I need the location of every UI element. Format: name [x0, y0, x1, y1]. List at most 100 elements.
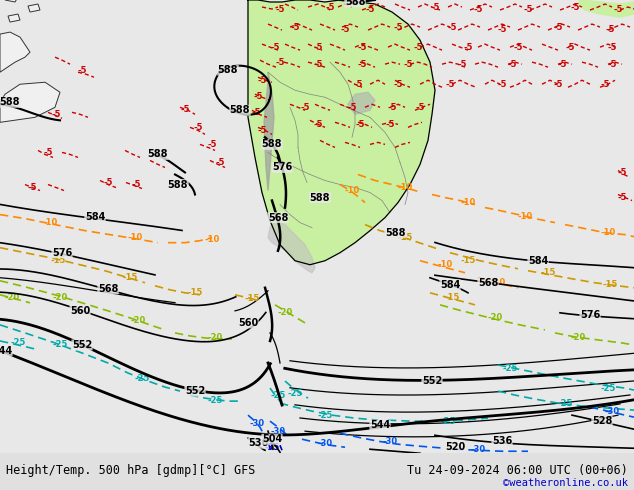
Text: 576: 576 [52, 248, 72, 258]
Text: 568: 568 [478, 278, 498, 288]
Text: 552: 552 [185, 386, 205, 396]
Text: -5: -5 [340, 24, 350, 34]
Text: -5: -5 [257, 126, 267, 135]
Text: -5: -5 [618, 193, 627, 202]
Text: -5: -5 [180, 105, 190, 114]
Text: -5: -5 [257, 76, 267, 85]
Text: -5: -5 [497, 24, 507, 34]
Text: -15: -15 [187, 288, 203, 297]
Text: -25: -25 [10, 339, 26, 347]
Text: -5: -5 [393, 80, 403, 89]
Text: -5: -5 [365, 4, 375, 14]
Text: -20: -20 [278, 308, 293, 318]
Text: 584: 584 [528, 256, 548, 266]
Text: -5: -5 [463, 43, 473, 51]
Text: 588: 588 [385, 228, 405, 238]
Text: -5: -5 [275, 58, 285, 67]
Text: -20: -20 [488, 314, 503, 322]
Text: -15: -15 [444, 294, 460, 302]
Text: -10: -10 [42, 218, 58, 227]
Text: -5: -5 [523, 4, 533, 14]
Text: -10: -10 [398, 183, 413, 192]
Text: -25: -25 [557, 398, 573, 408]
Text: 552: 552 [72, 340, 92, 350]
Text: -5: -5 [313, 120, 323, 129]
Text: -5: -5 [27, 183, 37, 192]
Polygon shape [0, 32, 30, 72]
Text: -5: -5 [275, 4, 285, 14]
Text: -5: -5 [553, 23, 563, 31]
Text: -5: -5 [605, 24, 615, 34]
Text: 560: 560 [238, 318, 258, 328]
Text: -15: -15 [50, 256, 66, 265]
Text: -25: -25 [270, 391, 286, 399]
Text: -30: -30 [271, 427, 285, 436]
Text: 576: 576 [272, 163, 292, 172]
Text: 504: 504 [262, 434, 282, 444]
Text: 544: 544 [0, 346, 12, 356]
Text: -5: -5 [600, 80, 610, 89]
Text: -10: -10 [460, 198, 476, 207]
Text: 588: 588 [168, 179, 188, 190]
Text: -5: -5 [415, 103, 425, 112]
Text: ©weatheronline.co.uk: ©weatheronline.co.uk [503, 478, 628, 488]
Text: -5: -5 [457, 60, 467, 69]
Polygon shape [268, 220, 315, 273]
Text: -10: -10 [344, 186, 359, 195]
Text: -5: -5 [131, 180, 141, 189]
Text: -5: -5 [553, 80, 563, 89]
Text: -5: -5 [430, 2, 440, 12]
Text: -5: -5 [403, 60, 413, 69]
Text: -5: -5 [557, 60, 567, 69]
Text: -20: -20 [131, 317, 146, 325]
Text: -5: -5 [347, 103, 357, 112]
Text: -5: -5 [445, 80, 455, 89]
Text: 584: 584 [85, 212, 105, 221]
Text: -10: -10 [600, 228, 616, 237]
Text: 576: 576 [580, 310, 600, 320]
Text: 528: 528 [592, 416, 612, 426]
Text: -10: -10 [204, 235, 219, 244]
Text: -5: -5 [413, 43, 423, 51]
Text: -5: -5 [357, 60, 366, 69]
Text: -25: -25 [53, 341, 68, 349]
Text: -20: -20 [571, 333, 586, 343]
Text: -25: -25 [440, 416, 456, 426]
Text: 584: 584 [440, 280, 460, 290]
Text: 536: 536 [248, 438, 268, 448]
Text: -15: -15 [122, 273, 138, 282]
Text: 520: 520 [445, 442, 465, 452]
Text: -35: -35 [264, 443, 280, 452]
Text: -5: -5 [566, 43, 575, 51]
Text: -15: -15 [398, 233, 413, 242]
Polygon shape [0, 82, 60, 122]
Polygon shape [8, 14, 20, 22]
Text: -5: -5 [313, 60, 323, 69]
Text: -5: -5 [618, 168, 627, 177]
Text: -25: -25 [134, 373, 150, 383]
Polygon shape [578, 0, 634, 17]
Text: -5: -5 [473, 4, 482, 14]
Text: -5: -5 [77, 66, 87, 74]
Text: -15: -15 [460, 256, 476, 265]
Text: -15: -15 [602, 280, 618, 289]
Text: -15: -15 [540, 268, 555, 277]
Text: -10: -10 [490, 278, 506, 287]
Text: -25: -25 [207, 395, 223, 405]
Text: -25: -25 [502, 364, 518, 372]
Text: 588: 588 [262, 139, 282, 149]
Text: -5: -5 [325, 2, 335, 12]
Text: -25: -25 [287, 389, 302, 397]
Text: -5: -5 [613, 4, 623, 14]
Text: -5: -5 [301, 103, 310, 112]
Text: -30: -30 [604, 407, 619, 416]
Text: -5: -5 [353, 80, 363, 89]
Text: 588: 588 [345, 0, 365, 7]
Text: -5: -5 [313, 43, 323, 51]
Text: -30: -30 [470, 445, 486, 454]
Text: -5: -5 [270, 43, 280, 51]
Text: -5: -5 [607, 60, 617, 69]
Text: -5: -5 [385, 120, 395, 129]
Text: 588: 588 [230, 105, 250, 115]
Polygon shape [264, 72, 274, 191]
